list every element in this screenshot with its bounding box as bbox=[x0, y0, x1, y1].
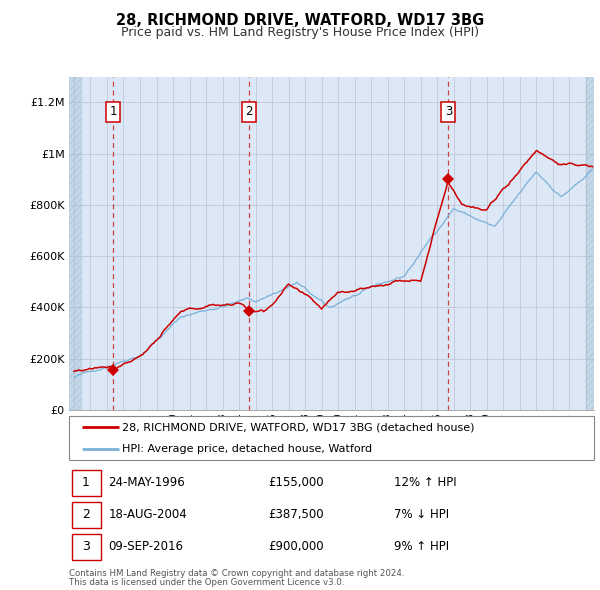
Text: £900,000: £900,000 bbox=[269, 540, 324, 553]
Text: Contains HM Land Registry data © Crown copyright and database right 2024.: Contains HM Land Registry data © Crown c… bbox=[69, 569, 404, 578]
FancyBboxPatch shape bbox=[71, 534, 101, 560]
Text: 28, RICHMOND DRIVE, WATFORD, WD17 3BG: 28, RICHMOND DRIVE, WATFORD, WD17 3BG bbox=[116, 13, 484, 28]
Text: 9% ↑ HPI: 9% ↑ HPI bbox=[395, 540, 449, 553]
FancyBboxPatch shape bbox=[69, 416, 594, 460]
Bar bbox=[586, 77, 594, 410]
Text: 1: 1 bbox=[109, 105, 117, 118]
Text: 3: 3 bbox=[82, 540, 90, 553]
Bar bbox=[69, 77, 82, 410]
Text: 3: 3 bbox=[445, 105, 452, 118]
Text: 12% ↑ HPI: 12% ↑ HPI bbox=[395, 476, 457, 489]
Text: HPI: Average price, detached house, Watford: HPI: Average price, detached house, Watf… bbox=[121, 444, 371, 454]
Text: 24-MAY-1996: 24-MAY-1996 bbox=[109, 476, 185, 489]
Text: 09-SEP-2016: 09-SEP-2016 bbox=[109, 540, 184, 553]
Text: This data is licensed under the Open Government Licence v3.0.: This data is licensed under the Open Gov… bbox=[69, 578, 344, 587]
FancyBboxPatch shape bbox=[71, 470, 101, 496]
Text: 2: 2 bbox=[245, 105, 253, 118]
Text: 7% ↓ HPI: 7% ↓ HPI bbox=[395, 508, 449, 522]
Text: 2: 2 bbox=[82, 508, 90, 522]
Text: Price paid vs. HM Land Registry's House Price Index (HPI): Price paid vs. HM Land Registry's House … bbox=[121, 26, 479, 39]
Text: 1: 1 bbox=[82, 476, 90, 489]
Text: £387,500: £387,500 bbox=[269, 508, 324, 522]
Text: 18-AUG-2004: 18-AUG-2004 bbox=[109, 508, 187, 522]
Text: 28, RICHMOND DRIVE, WATFORD, WD17 3BG (detached house): 28, RICHMOND DRIVE, WATFORD, WD17 3BG (d… bbox=[121, 422, 474, 432]
FancyBboxPatch shape bbox=[71, 502, 101, 528]
Text: £155,000: £155,000 bbox=[269, 476, 324, 489]
